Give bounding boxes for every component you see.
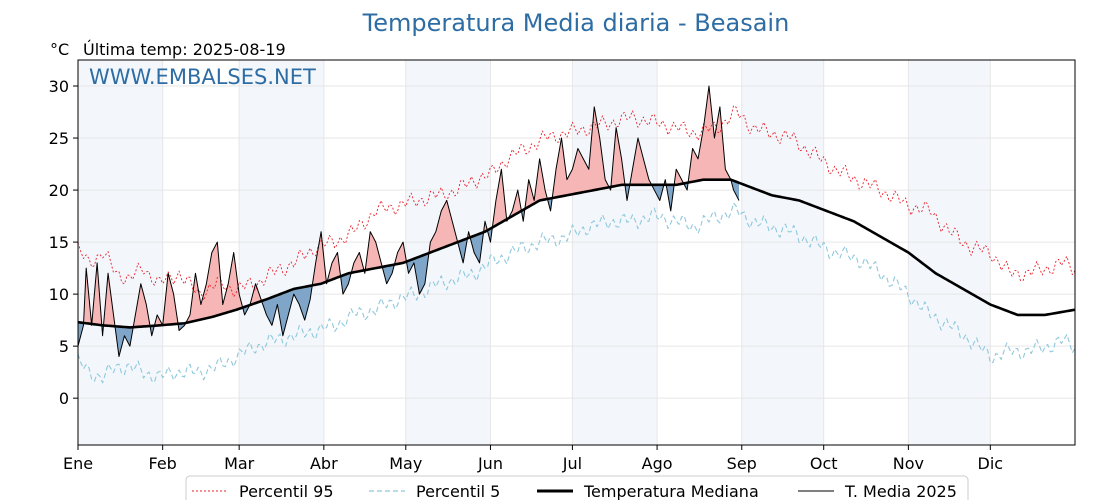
y-tick-label-20: 20: [49, 181, 69, 200]
x-tick-label-mar: Mar: [224, 454, 255, 473]
x-tick-label-may: May: [389, 454, 422, 473]
x-tick-label-abr: Abr: [310, 454, 338, 473]
warm-anomaly-fill-15: [250, 283, 262, 305]
warm-anomaly-fill-39: [552, 106, 610, 198]
cold-anomaly-fill-46: [666, 184, 675, 211]
legend-box: [185, 475, 969, 500]
cold-anomaly-fill-50: [731, 179, 740, 201]
y-tick-label-15: 15: [49, 233, 69, 252]
cold-anomaly-fill-44: [652, 184, 664, 201]
x-tick-label-dic: Dic: [978, 454, 1004, 473]
series-lines: [77, 85, 1076, 384]
legend-label-p5: Percentil 5: [416, 482, 500, 500]
series-line-p95: [77, 105, 1076, 301]
legend-label-median: Temperatura Mediana: [583, 482, 759, 500]
y-tick-label-30: 30: [49, 77, 69, 96]
cold-anomaly-fill-32: [487, 227, 493, 243]
warm-anomaly-fill-23: [365, 231, 383, 271]
last-update-label: Última temp: 2025-08-19: [83, 40, 286, 59]
series-line-p5: [77, 202, 1076, 384]
warm-anomaly-fill-5: [103, 273, 116, 327]
plot-frame: [77, 59, 1076, 446]
month-bands: [78, 60, 991, 445]
warm-anomaly-fill-7: [133, 283, 151, 328]
month-band-ene: [78, 60, 163, 445]
warm-anomaly-fill-21: [351, 252, 365, 273]
x-tick-label-ene: Ene: [63, 454, 93, 473]
y-axis-ticks: 0 5 10 15 20 25 30: [49, 77, 78, 408]
warm-anomaly-fill-47: [674, 169, 684, 185]
x-tick-label-ago: Ago: [642, 454, 673, 473]
month-band-sep: [741, 60, 824, 445]
x-tick-label-jun: Jun: [477, 454, 503, 473]
y-tick-label-5: 5: [59, 337, 69, 356]
cold-anomaly-fill-16: [261, 285, 313, 336]
warm-anomaly-fill-17: [312, 231, 327, 286]
month-band-jul: [572, 60, 658, 445]
cold-anomaly-fill-26: [407, 253, 429, 295]
warm-anomaly-fill-33: [492, 169, 507, 228]
x-axis-ticks: Ene Feb Mar Abr May Jun Jul Ago Sep Oct Nov Dic: [63, 445, 1003, 473]
x-tick-label-nov: Nov: [893, 454, 924, 473]
y-tick-label-25: 25: [49, 129, 69, 148]
x-tick-label-oct: Oct: [810, 454, 838, 473]
warm-anomaly-fill-3: [92, 262, 102, 326]
y-tick-label-10: 10: [49, 285, 69, 304]
warm-anomaly-fill-19: [327, 252, 341, 282]
warm-anomaly-fill-49: [688, 86, 732, 183]
legend: Percentil 95 Percentil 5 Temperatura Med…: [185, 475, 969, 500]
warm-anomaly-fill-25: [394, 242, 408, 265]
y-tick-label-0: 0: [59, 389, 69, 408]
watermark: WWW.EMBALSES.NET: [89, 65, 316, 89]
month-band-mar: [239, 60, 324, 445]
cold-anomaly-fill-28: [458, 238, 468, 263]
y-axis-unit: °C: [50, 40, 69, 59]
x-tick-label-jul: Jul: [562, 454, 582, 473]
legend-label-p95: Percentil 95: [239, 482, 334, 500]
warm-anomaly-fill-27: [429, 200, 459, 254]
series-line-median: [77, 178, 1076, 329]
month-band-nov: [908, 60, 991, 445]
x-tick-label-feb: Feb: [149, 454, 177, 473]
x-tick-label-sep: Sep: [727, 454, 757, 473]
cold-anomaly-fill-6: [115, 326, 134, 357]
cold-anomaly-fill-20: [340, 272, 352, 295]
legend-label-2025: T. Media 2025: [844, 482, 957, 500]
chart-title: Temperatura Media diaria - Beasain: [362, 9, 790, 37]
